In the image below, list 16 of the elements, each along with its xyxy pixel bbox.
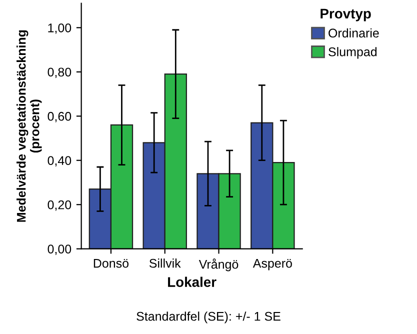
x-tick-label: Sillvik (149, 258, 181, 268)
x-tick-label: Vrångö (198, 258, 238, 272)
y-tick-label: 0,20 (48, 200, 72, 211)
y-tick-label: 0,60 (48, 112, 72, 122)
x-tick-label: Asperö (252, 259, 292, 270)
text: Standardfel (SE): +/- 1 SE (136, 312, 280, 324)
x-tick-label: Donsö (94, 259, 129, 268)
y-tick-label: 1,00 (48, 23, 72, 34)
x-axis-title: Lokaler (168, 276, 216, 287)
y-tick-label: 0,80 (48, 68, 72, 78)
legend-label: Ordinarie (328, 28, 379, 38)
legend-label: Slumpad (328, 47, 377, 59)
y-tick-label: 0,00 (48, 244, 72, 255)
y-axis-title: Medelvärde vegetationstäckning (procent) (16, 30, 42, 222)
y-tick-label: 0,40 (48, 156, 72, 166)
legend-title: Provtyp (320, 8, 371, 22)
